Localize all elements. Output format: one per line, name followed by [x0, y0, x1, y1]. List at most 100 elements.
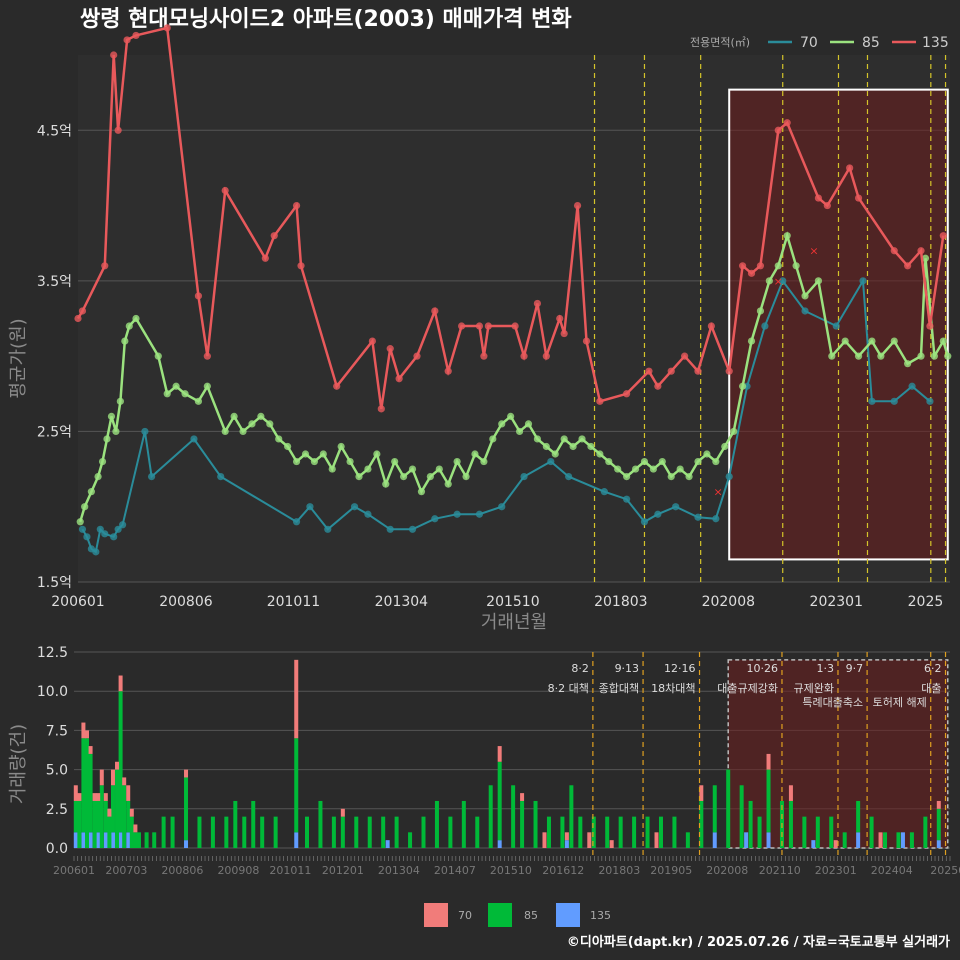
- point-85: [774, 262, 782, 270]
- point-135: [520, 352, 528, 360]
- bar-70: [133, 824, 138, 833]
- point-85: [453, 457, 461, 466]
- bar-85: [318, 800, 323, 848]
- bar-x-tick-label: 202008: [706, 864, 748, 877]
- bar-85: [170, 816, 175, 848]
- bar-85: [233, 800, 238, 848]
- point-85: [154, 352, 162, 360]
- point-85: [667, 473, 675, 481]
- point-85: [301, 450, 310, 458]
- point-70: [141, 427, 149, 436]
- point-85: [480, 457, 488, 466]
- point-135: [645, 367, 653, 375]
- point-85: [172, 382, 180, 390]
- bar-y-axis-title: 거래량(건): [8, 724, 29, 804]
- y-axis-title: 평균가(원): [8, 318, 29, 398]
- point-85: [944, 352, 952, 360]
- bar-85: [520, 800, 525, 848]
- policy-label-2: 토허제 해제: [873, 695, 927, 709]
- point-135: [203, 352, 211, 360]
- bar-85: [533, 800, 538, 848]
- x-tick-label: 201304: [375, 594, 429, 610]
- point-85: [542, 442, 550, 451]
- point-85: [94, 473, 102, 481]
- point-70: [83, 533, 91, 541]
- bar-70: [96, 793, 101, 801]
- bar-135: [73, 832, 78, 848]
- bar-85: [260, 816, 265, 848]
- point-85: [605, 457, 613, 466]
- bar-legend-label-135: 135: [590, 909, 611, 922]
- point-85: [569, 442, 577, 451]
- point-85: [524, 420, 533, 428]
- point-85: [266, 420, 274, 428]
- bar-135: [103, 832, 108, 848]
- point-135: [444, 367, 452, 375]
- bar-85: [96, 800, 101, 833]
- point-135: [542, 352, 550, 360]
- point-70: [832, 322, 840, 330]
- point-85: [765, 277, 773, 285]
- point-70: [386, 525, 394, 533]
- legend-label-70: 70: [800, 35, 818, 51]
- point-70: [801, 307, 809, 315]
- point-85: [721, 442, 729, 451]
- point-70: [654, 510, 662, 518]
- bar-85: [802, 816, 807, 848]
- point-85: [337, 442, 345, 451]
- point-85: [756, 307, 765, 315]
- bar-x-tick-label: 202301: [815, 864, 857, 877]
- bar-y-tick-label: 7.5: [46, 723, 68, 739]
- bar-85: [757, 816, 762, 848]
- point-85: [355, 473, 363, 481]
- bar-85: [118, 691, 123, 833]
- bar-85: [294, 738, 299, 833]
- policy-label: 18차대책: [651, 682, 695, 695]
- point-70: [520, 473, 528, 481]
- bar-135: [81, 832, 86, 848]
- y-tick-label: 4.5억: [37, 123, 72, 139]
- policy-label: 8·2 대책: [548, 682, 589, 695]
- bar-85: [936, 808, 941, 841]
- bar-85: [136, 832, 141, 848]
- policy-label: 대출: [921, 682, 941, 695]
- bar-85: [354, 816, 359, 848]
- point-70: [96, 525, 104, 533]
- point-70: [761, 322, 769, 330]
- point-85: [328, 465, 336, 473]
- point-85: [426, 473, 434, 481]
- bar-85: [712, 785, 717, 833]
- bar-85: [115, 769, 120, 848]
- point-135: [270, 232, 278, 240]
- volume-chart: 0.0 2.5 5.0 7.5 10.0 12.5 거래량(건) 8·2 8·2 대책 9·13 종…: [8, 645, 960, 877]
- point-85: [310, 457, 318, 466]
- point-85: [319, 450, 327, 458]
- point-70: [78, 525, 87, 533]
- point-135: [725, 367, 733, 375]
- point-135: [783, 119, 791, 127]
- bar-85: [829, 816, 834, 848]
- bar-135: [497, 840, 502, 848]
- bar-85: [685, 832, 690, 848]
- point-135: [110, 51, 118, 59]
- point-85: [98, 457, 107, 466]
- bar-85: [273, 816, 278, 848]
- bar-legend-swatch-85: [488, 903, 512, 927]
- point-85: [435, 465, 443, 473]
- bar-85: [73, 800, 78, 833]
- point-135: [623, 390, 631, 398]
- point-85: [81, 503, 89, 511]
- point-135: [917, 247, 925, 255]
- point-135: [123, 36, 131, 44]
- point-135: [681, 352, 689, 360]
- point-135: [707, 322, 715, 330]
- point-70: [119, 521, 127, 529]
- point-135: [457, 322, 466, 330]
- bar-85: [748, 800, 753, 848]
- bar-legend-label-70: 70: [458, 909, 472, 922]
- point-85: [489, 435, 497, 443]
- point-135: [560, 329, 568, 338]
- policy-date: 8·2: [571, 662, 589, 675]
- bar-y-tick-label: 5.0: [46, 763, 68, 779]
- point-85: [132, 314, 140, 323]
